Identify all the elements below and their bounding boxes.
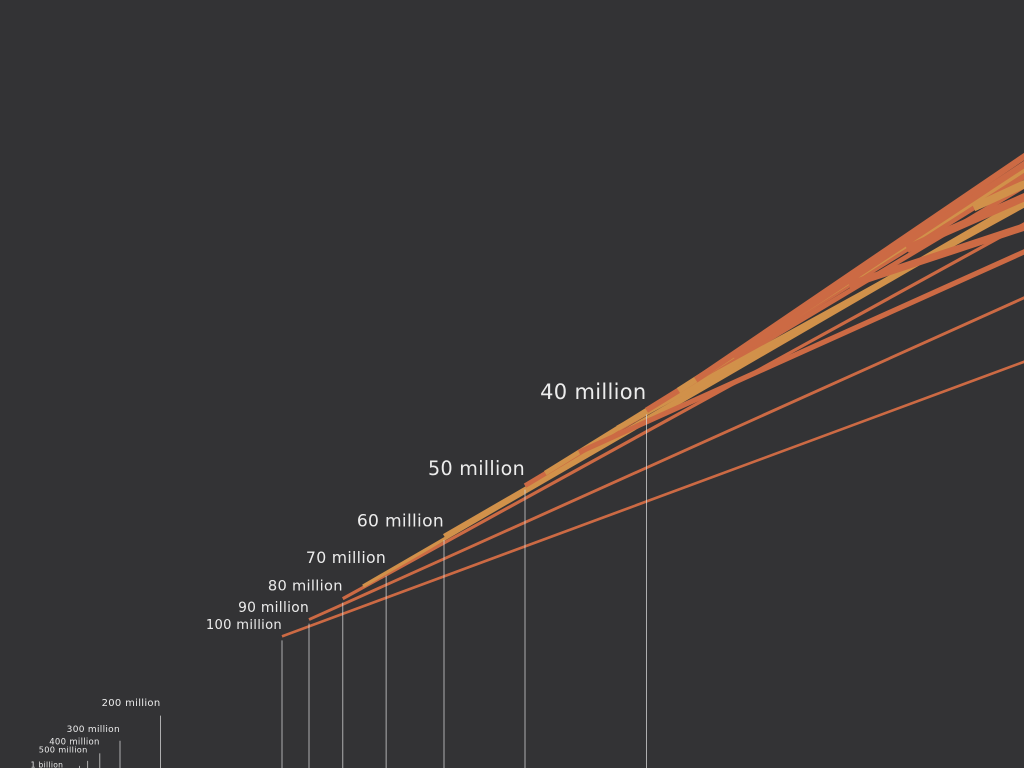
series-streak [731, 160, 1024, 360]
series-streak [905, 193, 1024, 253]
tick-label: 100 million [206, 618, 282, 633]
tick-label: 70 million [306, 548, 386, 567]
tick-labels: 40 million 50 million 60 million 70 million… [31, 380, 647, 768]
tick-label: 80 million [268, 578, 343, 595]
series-streak [847, 223, 1024, 289]
series-streak [341, 222, 1024, 601]
series-streak [281, 360, 1024, 638]
tick-label: 60 million [357, 511, 444, 531]
tick-label: 400 million [49, 738, 100, 748]
series-streaks [281, 152, 1024, 638]
tick-label: 300 million [67, 725, 120, 735]
tick-label: 1 billion [31, 761, 64, 768]
series-streak [577, 249, 1024, 455]
series-streak [616, 201, 1024, 431]
tick-label: 500 million [39, 744, 88, 754]
tick-gridlines [79, 414, 647, 768]
tick-label: 90 million [238, 600, 309, 616]
tick-label: 50 million [428, 457, 525, 480]
series-streak [971, 179, 1024, 212]
tick-label: 200 million [102, 698, 161, 709]
series-streak [308, 296, 1024, 621]
tick-label: 40 million [540, 380, 646, 404]
